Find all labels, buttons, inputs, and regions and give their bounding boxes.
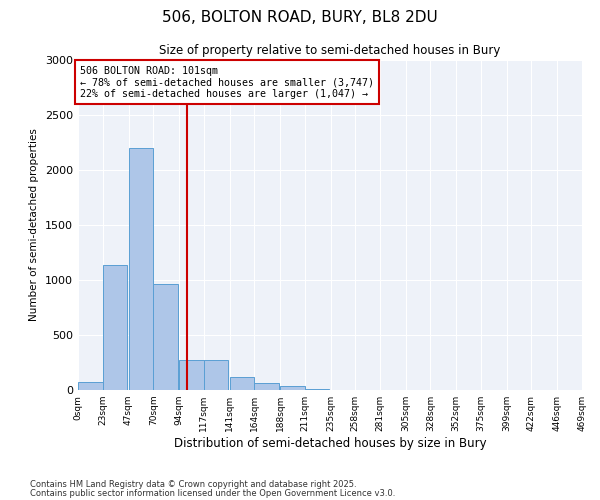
Bar bbox=[204, 360, 229, 390]
Y-axis label: Number of semi-detached properties: Number of semi-detached properties bbox=[29, 128, 40, 322]
Bar bbox=[128, 148, 153, 390]
Text: 506, BOLTON ROAD, BURY, BL8 2DU: 506, BOLTON ROAD, BURY, BL8 2DU bbox=[162, 10, 438, 25]
Bar bbox=[280, 386, 305, 390]
Bar bbox=[153, 284, 178, 390]
X-axis label: Distribution of semi-detached houses by size in Bury: Distribution of semi-detached houses by … bbox=[173, 437, 487, 450]
Bar bbox=[254, 383, 279, 390]
Bar bbox=[230, 377, 254, 390]
Bar bbox=[103, 264, 127, 390]
Bar bbox=[78, 382, 103, 390]
Bar bbox=[179, 360, 204, 390]
Text: Contains HM Land Registry data © Crown copyright and database right 2025.: Contains HM Land Registry data © Crown c… bbox=[30, 480, 356, 489]
Title: Size of property relative to semi-detached houses in Bury: Size of property relative to semi-detach… bbox=[160, 44, 500, 58]
Text: 506 BOLTON ROAD: 101sqm
← 78% of semi-detached houses are smaller (3,747)
22% of: 506 BOLTON ROAD: 101sqm ← 78% of semi-de… bbox=[80, 66, 374, 98]
Text: Contains public sector information licensed under the Open Government Licence v3: Contains public sector information licen… bbox=[30, 488, 395, 498]
